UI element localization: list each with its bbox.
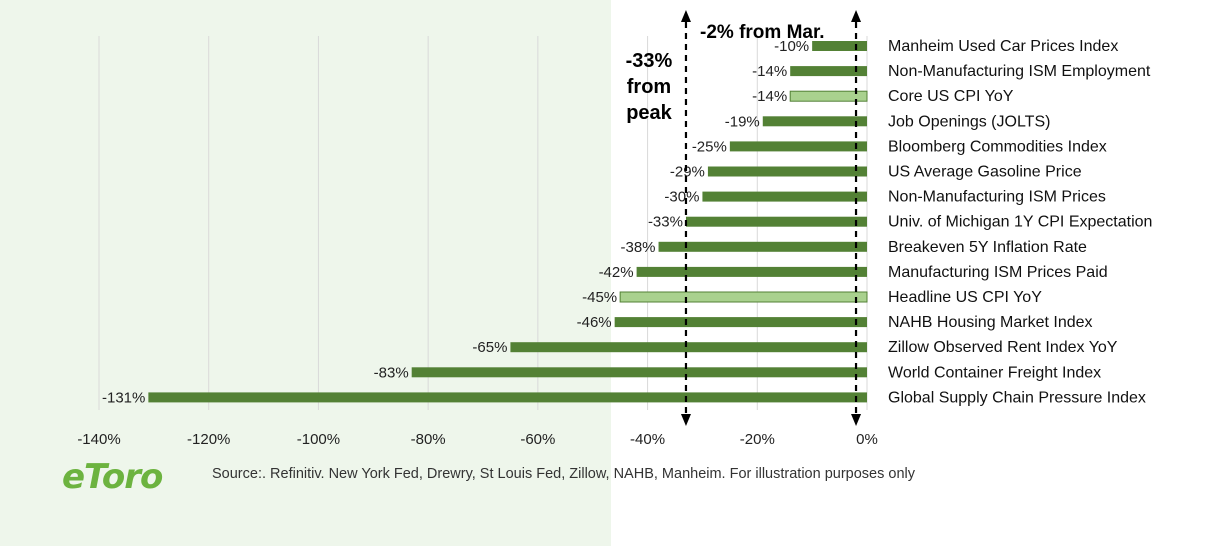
category-label: NAHB Housing Market Index: [888, 314, 1093, 331]
bar: [685, 216, 867, 227]
data-label: -30%: [664, 189, 699, 206]
data-label: -65%: [472, 339, 507, 356]
x-tick-label: -100%: [297, 431, 340, 448]
annotation-peak-line: from: [626, 76, 672, 98]
x-tick-label: -40%: [630, 431, 665, 448]
logo-wordmark: eToro: [62, 457, 163, 497]
arrow-down-icon: [680, 414, 691, 426]
bar: [636, 266, 867, 277]
x-tick-label: -60%: [520, 431, 555, 448]
annotation-peak-line: peak: [626, 102, 672, 124]
bar: [762, 116, 867, 127]
data-label: -29%: [670, 164, 705, 181]
data-label: -46%: [577, 314, 612, 331]
bar: [707, 166, 867, 177]
bar: [729, 141, 867, 152]
data-label: -38%: [621, 239, 656, 256]
category-label: Non-Manufacturing ISM Prices: [888, 189, 1106, 206]
category-label: Manufacturing ISM Prices Paid: [888, 264, 1108, 281]
category-label: Headline US CPI YoY: [888, 289, 1042, 306]
bar: [790, 66, 867, 77]
category-label: Zillow Observed Rent Index YoY: [888, 339, 1118, 356]
category-label: Manheim Used Car Prices Index: [888, 38, 1118, 55]
x-tick-label: 0%: [856, 431, 878, 448]
x-tick-label: -140%: [77, 431, 120, 448]
data-label: -14%: [752, 88, 787, 105]
x-tick-label: -20%: [740, 431, 775, 448]
x-tick-label: -80%: [411, 431, 446, 448]
x-tick-label: -120%: [187, 431, 230, 448]
data-label: -14%: [752, 63, 787, 80]
category-label: Univ. of Michigan 1Y CPI Expectation: [888, 214, 1152, 231]
annotation-peak: -33% from peak: [618, 48, 680, 126]
category-label: Breakeven 5Y Inflation Rate: [888, 239, 1087, 256]
data-label: -10%: [774, 38, 809, 55]
annotation-peak-line: -33%: [625, 50, 673, 72]
category-label: Core US CPI YoY: [888, 88, 1014, 105]
etoro-logo: eToro: [62, 456, 198, 498]
category-label: Non-Manufacturing ISM Employment: [888, 63, 1151, 80]
bar: [411, 367, 867, 378]
category-label: Job Openings (JOLTS): [888, 113, 1050, 130]
bar: [614, 317, 867, 328]
bar: [619, 291, 868, 303]
bar: [148, 392, 867, 403]
bar: [789, 90, 868, 102]
data-label: -131%: [102, 389, 145, 406]
arrow-up-icon: [851, 10, 862, 22]
bar: [702, 191, 867, 202]
background-panel: [0, 0, 611, 546]
data-label: -33%: [648, 214, 683, 231]
data-label: -45%: [582, 289, 617, 306]
bar: [812, 41, 867, 51]
arrow-up-icon: [680, 10, 691, 22]
data-label: -42%: [599, 264, 634, 281]
category-label: Bloomberg Commodities Index: [888, 138, 1107, 155]
annotation-march: -2% from Mar.: [700, 22, 825, 43]
category-label: Global Supply Chain Pressure Index: [888, 389, 1146, 406]
category-label: US Average Gasoline Price: [888, 164, 1082, 181]
bar: [510, 342, 867, 353]
data-label: -25%: [692, 138, 727, 155]
arrow-down-icon: [851, 414, 862, 426]
bar: [658, 241, 867, 252]
data-label: -83%: [374, 364, 409, 381]
data-label: -19%: [725, 113, 760, 130]
source-note: Source:. Refinitiv. New York Fed, Drewry…: [212, 466, 915, 482]
category-label: World Container Freight Index: [888, 364, 1101, 381]
